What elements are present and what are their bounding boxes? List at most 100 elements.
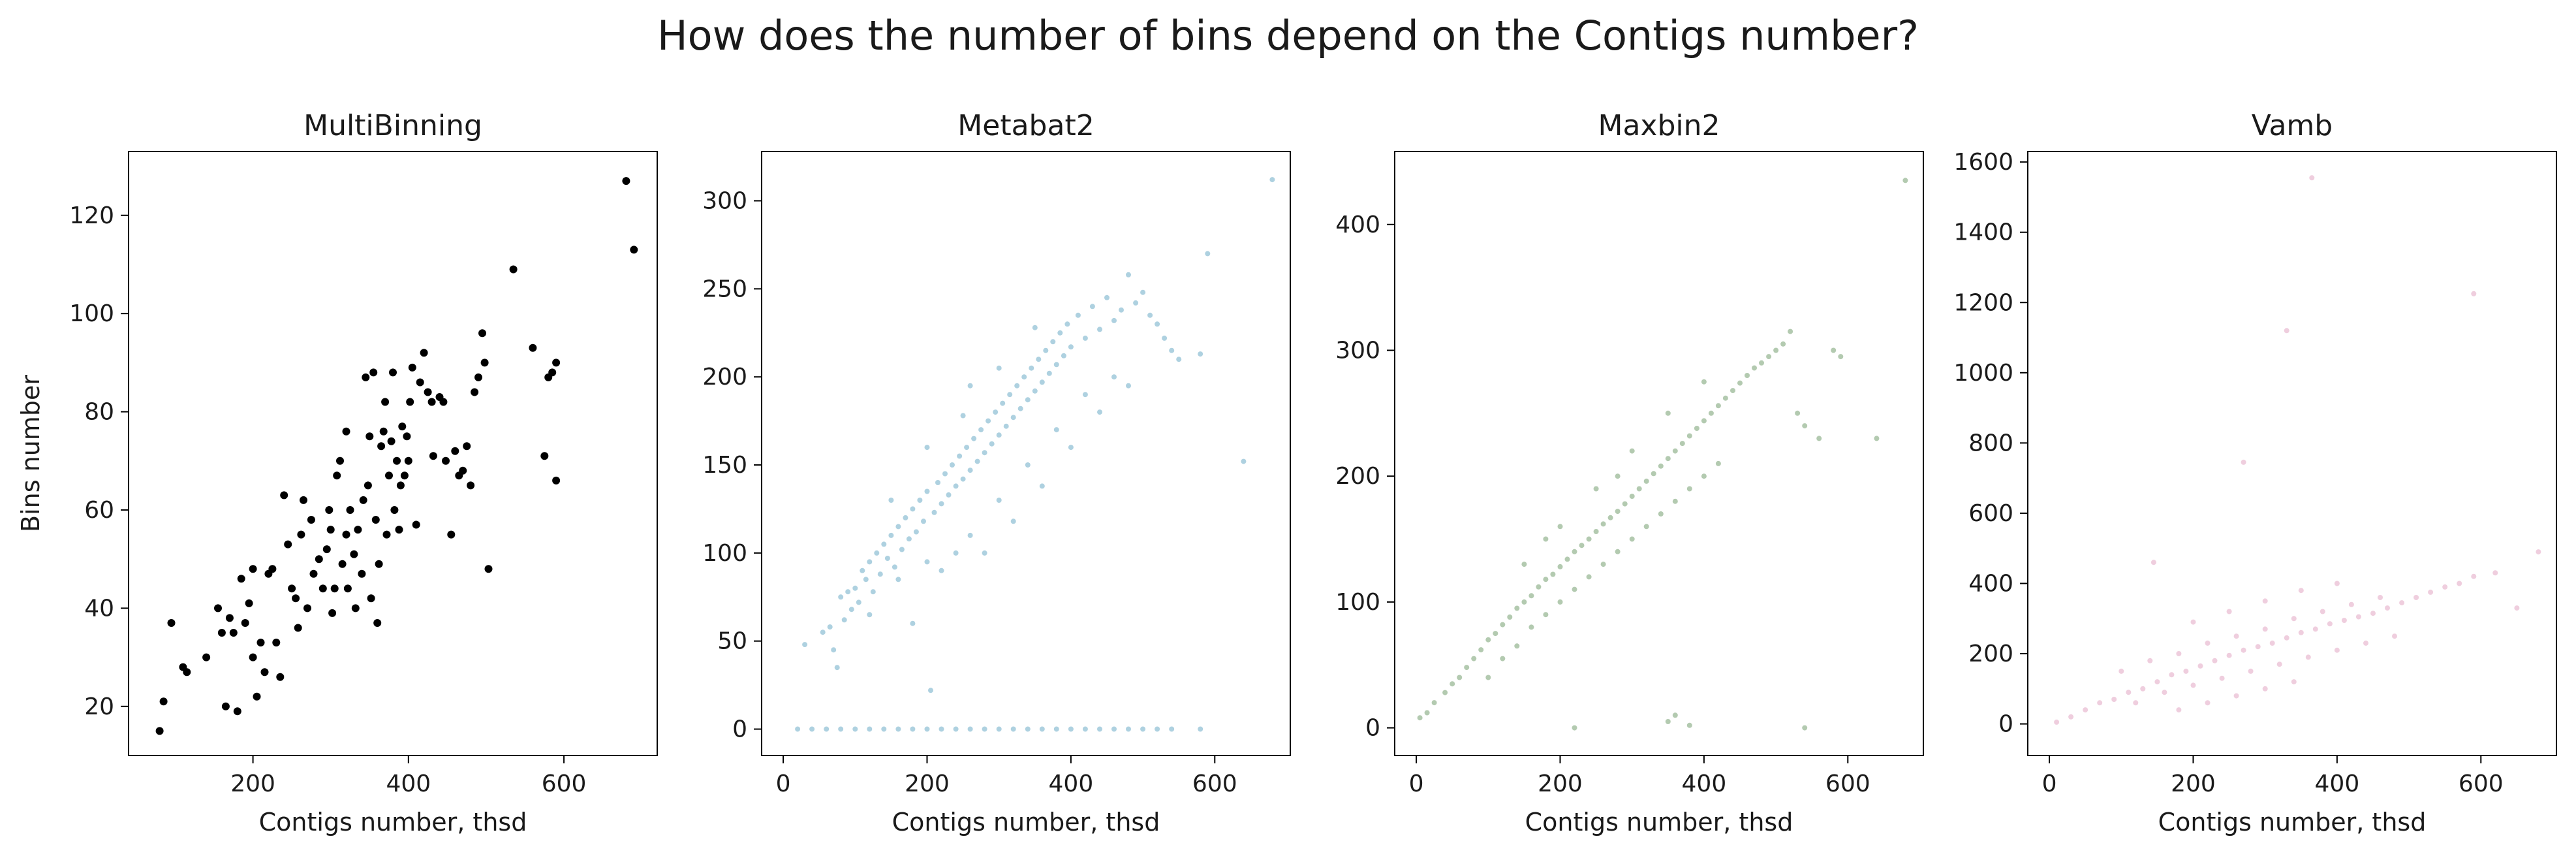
data-point [1155,726,1160,732]
data-point [838,594,844,600]
data-point [1722,395,1728,401]
plot-frame [761,151,1291,756]
data-point [1752,365,1757,371]
data-point [351,604,360,613]
data-point [1111,374,1117,380]
data-point [917,498,923,503]
data-point [1672,498,1678,504]
data-point [1572,725,1577,731]
data-point [451,447,459,455]
data-point [237,575,245,583]
data-point [484,565,493,573]
y-tick-label: 150 [702,452,747,479]
chart-panel: 0 200 400 600 0 50 100 150 200 250 300 Metabat2 Cont… [702,109,1291,836]
data-point [389,368,397,377]
data-point [1708,410,1714,416]
data-point [1802,725,1808,731]
data-point [1464,665,1470,671]
data-point [1838,354,1844,360]
data-point [1478,647,1484,653]
data-point [906,536,912,542]
data-point [379,427,388,436]
data-point [1036,357,1042,362]
data-point [971,436,977,441]
data-point [1176,357,1182,362]
data-point [463,442,471,451]
data-point [1457,675,1463,680]
data-point [1586,574,1592,580]
data-point [939,726,944,732]
data-point [860,567,865,573]
data-point [2385,605,2390,611]
data-point [867,726,873,732]
data-point [272,639,281,646]
data-point [2054,719,2060,725]
y-tick-label: 0 [732,716,747,743]
data-point [1759,360,1764,366]
data-point [1493,631,1498,637]
data-point [924,488,930,494]
data-point [2363,640,2368,646]
y-tick-label: 1200 [1953,289,2013,316]
data-point [2298,629,2304,635]
data-point [381,398,390,406]
chart-title: Maxbin2 [1598,109,1720,142]
data-point [333,471,341,480]
data-point [2312,626,2318,632]
data-point [1010,518,1016,524]
data-point [385,471,393,480]
data-point [953,550,959,556]
data-point [2068,714,2074,720]
data-point [877,571,883,577]
y-tick-label: 1400 [1953,219,2013,246]
data-point [214,604,222,613]
data-point [960,413,966,419]
data-point [809,726,815,732]
data-point [2262,686,2268,692]
data-point [322,545,331,554]
data-point [1424,710,1430,716]
x-axis-label: Contigs number, thsd [1525,808,1793,836]
data-point [1039,379,1045,385]
data-point [802,642,808,648]
data-point [1658,463,1664,469]
data-point [2428,589,2434,595]
data-point [358,569,366,578]
data-point [393,456,401,465]
data-point [540,452,549,460]
data-point [1607,515,1613,520]
data-point [1485,637,1491,643]
data-point [2118,668,2124,674]
data-point [233,707,241,716]
data-point [1053,427,1059,433]
data-point [2471,573,2477,579]
x-tick-label: 600 [2459,771,2504,797]
data-point [1622,501,1628,507]
data-point [1629,536,1635,542]
chart-title: Vamb [2252,109,2333,142]
x-axis-label: Contigs number, thsd [259,808,527,836]
data-point [2083,707,2088,713]
data-point [1651,471,1656,477]
data-point [953,483,959,489]
data-point [1615,549,1621,554]
data-point [867,612,873,618]
data-point [910,506,916,512]
data-point [241,619,249,627]
data-point [2399,600,2405,606]
chart-panel: 200 400 600 20 40 60 80 100 120 MultiBinning Conti… [16,109,658,836]
y-tick-label: 120 [69,202,114,229]
y-tick-label: 200 [702,364,747,390]
data-point [2162,690,2167,695]
data-point [1593,529,1599,534]
data-point [1000,400,1006,406]
data-point [1572,586,1577,592]
x-tick-label: 200 [230,771,275,797]
data-point [1586,536,1592,542]
data-point [2241,459,2246,465]
data-point [1082,392,1088,398]
data-point [1780,341,1786,347]
data-point [1025,726,1031,732]
data-point [827,624,833,630]
data-point [989,441,995,447]
